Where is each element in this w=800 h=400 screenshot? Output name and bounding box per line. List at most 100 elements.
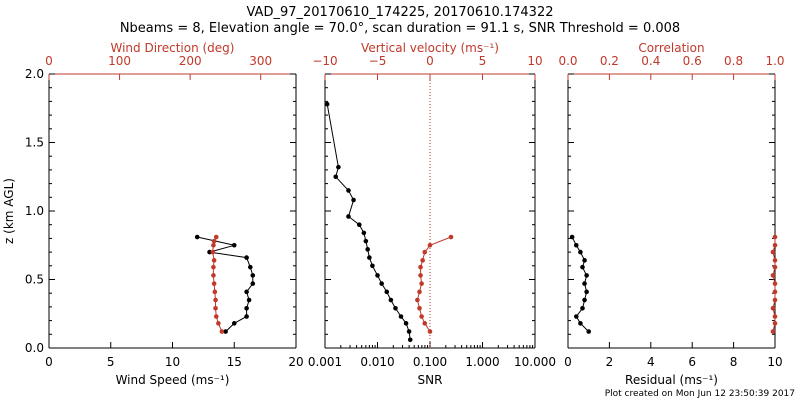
vertical-series-0-point <box>333 174 339 180</box>
residual-panel: 0 2 4 6 8 10 0.0 0.2 0.4 0.6 0.8 1.0 Residual (ms⁻¹)… <box>558 41 784 387</box>
y-tick-label: 0.5 <box>25 273 44 287</box>
vertical-series-1-point <box>422 249 428 255</box>
wind-series-1-point <box>213 234 219 240</box>
vertical-series-0-point <box>407 337 413 343</box>
vertical-top-tick-label: 5 <box>479 54 487 68</box>
vertical-series-0-point <box>388 297 394 303</box>
wind-x-tick-label: 10 <box>165 355 180 369</box>
residual-series-1-point <box>770 249 776 255</box>
residual-top-tick-label: 0.2 <box>600 54 619 68</box>
residual-series-0-point <box>573 242 579 248</box>
residual-top-tick-label: 1.0 <box>765 54 784 68</box>
wind-series-0-point <box>223 329 228 334</box>
residual-series-0-point <box>582 258 587 263</box>
vertical-series-0-point <box>384 289 390 295</box>
residual-series-1-point <box>772 242 778 248</box>
wind-series-0-point <box>194 234 200 240</box>
vertical-series-1-point <box>417 289 422 295</box>
vertical-series-0-point <box>346 188 351 193</box>
vertical-series-0-point <box>379 281 384 286</box>
residual-series-0-point <box>582 297 587 303</box>
vertical-series-0-point <box>370 263 375 269</box>
residual-series-1-point <box>772 264 778 270</box>
vertical-series-1-point <box>415 297 420 303</box>
vertical-top-axis-label: Vertical velocity (ms⁻¹) <box>361 41 499 55</box>
residual-series-0-point <box>584 289 589 295</box>
wind-series-0-point <box>250 273 256 278</box>
wind-x-tick-label: 20 <box>288 355 303 369</box>
vertical-series-0-line <box>326 104 411 340</box>
vertical-top-tick-label: −10 <box>312 54 337 68</box>
wind-series-0-point <box>231 321 237 326</box>
residual-series-0-point <box>573 314 579 319</box>
vertical-series-0-point <box>324 101 330 107</box>
wind-series-0-point <box>248 264 253 270</box>
vertical-series-0-point <box>367 255 372 260</box>
wind-series-0-point <box>250 281 256 286</box>
vertical-top-tick-label: −5 <box>369 54 387 68</box>
vertical-series-0-point <box>393 305 398 311</box>
residual-x-tick-label: 10 <box>767 355 782 369</box>
residual-x-tick-label: 0 <box>564 355 572 369</box>
residual-series-1-point <box>772 289 778 295</box>
vertical-series-1-point <box>419 281 424 286</box>
wind-series-0-line <box>197 236 254 332</box>
vertical-series-1-point <box>448 234 454 240</box>
wind-series-1-point <box>211 273 216 278</box>
residual-top-tick-label: 0.0 <box>558 54 577 68</box>
y-axis-label: z (km AGL) <box>2 178 16 244</box>
residual-top-tick-label: 0.8 <box>724 54 743 68</box>
residual-series-1-point <box>770 305 776 311</box>
residual-series-0-point <box>582 281 587 286</box>
vertical-series-0-point <box>406 329 412 334</box>
vertical-series-0-point <box>361 230 367 236</box>
residual-series-0-point <box>584 273 589 278</box>
vertical-x-tick-label: 1.000 <box>465 355 499 369</box>
vertical-series-1-point <box>422 321 428 326</box>
vertical-series-0-point <box>351 197 356 203</box>
residual-series-1-point <box>770 329 776 334</box>
wind-series-0-point <box>207 249 212 255</box>
wind-x-axis-label: Wind Speed (ms⁻¹) <box>116 373 230 387</box>
residual-series-1-point <box>772 297 778 303</box>
vertical-x-tick-label: 0.100 <box>413 355 447 369</box>
wind-series-1-point <box>212 289 218 295</box>
wind-series-1-point <box>211 264 216 270</box>
wind-series-1-point <box>216 321 221 326</box>
residual-top-tick-label: 0.4 <box>641 54 660 68</box>
residual-series-1-point <box>772 321 778 326</box>
vertical-series-0-point <box>365 247 370 252</box>
residual-series-1-point <box>770 273 776 278</box>
vertical-top-tick-label: 0 <box>426 54 434 68</box>
vertical-x-tick-label: 0.010 <box>360 355 394 369</box>
residual-series-1-point <box>772 234 778 240</box>
wind-x-tick-label: 15 <box>227 355 242 369</box>
residual-x-tick-label: 6 <box>688 355 696 369</box>
figure-title: VAD_97_20170610_174225, 20170610.174322 <box>247 5 554 20</box>
wind-series-0-point <box>244 314 249 319</box>
wind-series-1-point <box>213 305 218 311</box>
vertical-series-1-point <box>419 314 424 319</box>
vertical-series-0-point <box>336 164 341 170</box>
wind-series-1-point <box>210 249 216 255</box>
vertical-x-axis-label: SNR <box>418 373 443 387</box>
residual-series-0-point <box>578 321 583 326</box>
residual-series-1-point <box>772 314 778 319</box>
wind-series-0-point <box>244 289 249 295</box>
footer-timestamp: Plot created on Mon Jun 12 23:50:39 2017 <box>605 389 795 399</box>
y-tick-label: 1.0 <box>25 204 44 218</box>
residual-series-0-point <box>580 305 585 311</box>
vertical-series-0-point <box>363 238 369 244</box>
wind-series-0-point <box>244 305 249 311</box>
vertical-series-1-point <box>418 273 423 278</box>
y-tick-label: 2.0 <box>25 67 44 81</box>
wind-x-tick-label: 5 <box>107 355 115 369</box>
wind-series-0-point <box>246 297 252 303</box>
figure-subtitle: Nbeams = 8, Elevation angle = 70.0°, sca… <box>120 21 680 36</box>
vertical-series-1-point <box>420 258 425 263</box>
vertical-series-1-point <box>427 329 433 334</box>
vertical-series-0-point <box>346 214 351 219</box>
wind-series-1-point <box>219 329 225 334</box>
